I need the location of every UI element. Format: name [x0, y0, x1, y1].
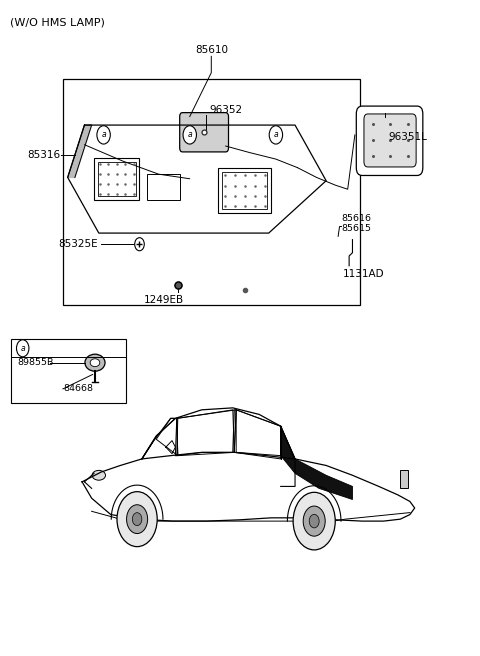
Bar: [63, 79, 360, 305]
Text: 96351L: 96351L: [388, 132, 427, 142]
Circle shape: [135, 237, 144, 251]
Text: a: a: [20, 344, 25, 353]
Text: 85615: 85615: [341, 224, 372, 233]
FancyBboxPatch shape: [180, 113, 228, 152]
Text: 85316: 85316: [27, 150, 60, 159]
Bar: [222, 173, 267, 209]
Bar: [400, 470, 408, 488]
Text: a: a: [274, 131, 278, 139]
Circle shape: [183, 126, 196, 144]
Circle shape: [97, 126, 110, 144]
Text: 85616: 85616: [341, 214, 372, 223]
Text: 1249EB: 1249EB: [144, 295, 184, 305]
Ellipse shape: [85, 354, 105, 371]
Ellipse shape: [92, 470, 106, 480]
Polygon shape: [68, 125, 92, 177]
Text: 1131AD: 1131AD: [343, 270, 384, 279]
Text: 85610: 85610: [195, 45, 228, 55]
Circle shape: [293, 492, 335, 550]
Text: a: a: [101, 131, 106, 139]
Bar: [98, 162, 136, 196]
Bar: [94, 158, 140, 200]
Text: 84668: 84668: [63, 384, 93, 394]
Circle shape: [309, 514, 319, 528]
Circle shape: [16, 340, 29, 357]
Text: (W/O HMS LAMP): (W/O HMS LAMP): [10, 17, 105, 27]
FancyBboxPatch shape: [364, 114, 416, 167]
Circle shape: [117, 491, 157, 546]
Text: 96352: 96352: [209, 105, 242, 115]
Circle shape: [269, 126, 283, 144]
Bar: [218, 168, 271, 213]
Bar: [11, 339, 126, 403]
Bar: [147, 174, 180, 200]
Polygon shape: [281, 426, 352, 499]
Circle shape: [132, 513, 142, 525]
Circle shape: [303, 506, 325, 536]
Text: a: a: [187, 131, 192, 139]
Circle shape: [127, 504, 148, 533]
Ellipse shape: [90, 359, 100, 367]
FancyBboxPatch shape: [356, 106, 423, 175]
Text: 85325E: 85325E: [58, 239, 98, 249]
Text: 89855B: 89855B: [17, 358, 53, 367]
